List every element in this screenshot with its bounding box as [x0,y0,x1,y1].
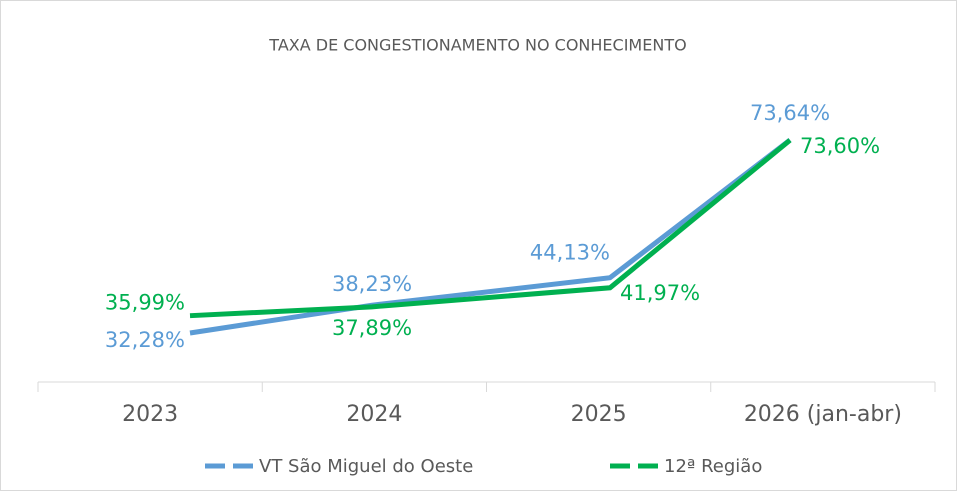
legend-label: 12ª Região [664,456,762,477]
data-label: 37,89% [332,316,412,340]
data-label: 73,64% [750,101,830,125]
data-label: 44,13% [530,241,610,265]
data-label: 73,60% [800,134,880,158]
x-tick-label: 2025 [571,402,627,427]
series-line [189,138,792,319]
data-label: 35,99% [105,291,185,315]
x-tick-label: 2024 [346,402,402,427]
x-tick-label: 2026 (jan-abr) [744,402,902,427]
data-label: 38,23% [332,272,412,296]
data-label: 32,28% [105,328,185,352]
legend-label: VT São Miguel do Oeste [259,456,473,477]
data-label: 41,97% [620,281,700,305]
chart-title: TAXA DE CONGESTIONAMENTO NO CONHECIMENTO [268,36,686,55]
x-tick-label: 2023 [122,402,178,427]
series-line [189,138,792,336]
